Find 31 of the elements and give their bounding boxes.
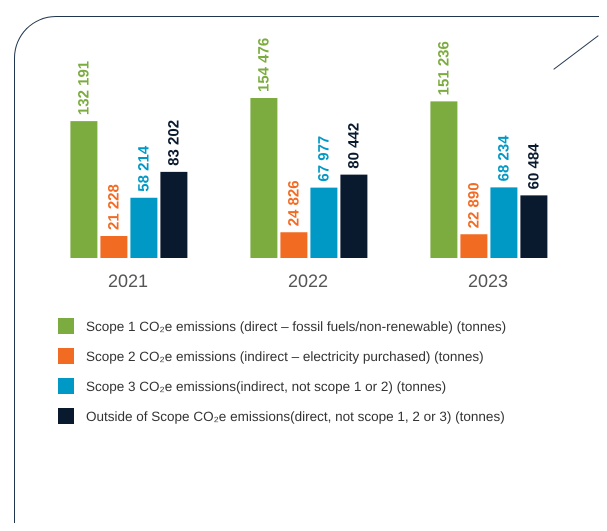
data-label: 151 236 bbox=[435, 41, 452, 96]
data-label: 24 826 bbox=[285, 180, 302, 226]
data-label: 154 476 bbox=[255, 38, 272, 92]
data-label: 68 234 bbox=[495, 134, 512, 182]
bar bbox=[250, 98, 278, 258]
bar bbox=[130, 198, 158, 258]
bar bbox=[70, 121, 98, 258]
bar bbox=[430, 101, 458, 258]
x-tick-label: 2021 bbox=[108, 270, 148, 291]
data-label: 60 484 bbox=[525, 142, 542, 190]
bar bbox=[460, 234, 488, 258]
data-label: 132 191 bbox=[75, 60, 92, 116]
x-tick-label: 2023 bbox=[468, 270, 508, 291]
x-tick-label: 2022 bbox=[288, 270, 328, 291]
bar bbox=[310, 188, 338, 258]
data-label: 67 977 bbox=[315, 136, 332, 182]
data-label: 58 214 bbox=[135, 145, 152, 192]
legend-label: Outside of Scope CO₂e emissions(direct, not scope 1, 2 or 3) (tonnes) bbox=[86, 408, 505, 424]
bar bbox=[520, 195, 548, 258]
data-label: 21 228 bbox=[105, 184, 122, 230]
bar bbox=[490, 187, 518, 258]
bar bbox=[280, 232, 308, 258]
bar bbox=[160, 172, 188, 258]
legend-label: Scope 1 CO₂e emissions (direct – fossil fuels/non-renewable) (tonnes) bbox=[86, 318, 506, 334]
data-label: 80 442 bbox=[345, 122, 362, 169]
legend-label: Scope 2 CO₂e emissions (indirect – electricity purchased) (tonnes) bbox=[86, 348, 484, 364]
bar bbox=[340, 174, 368, 258]
data-label: 22 890 bbox=[465, 182, 482, 228]
data-label: 83 202 bbox=[165, 120, 182, 166]
legend-label: Scope 3 CO₂e emissions(indirect, not scope 1 or 2) (tonnes) bbox=[86, 378, 446, 394]
bar bbox=[100, 236, 128, 258]
